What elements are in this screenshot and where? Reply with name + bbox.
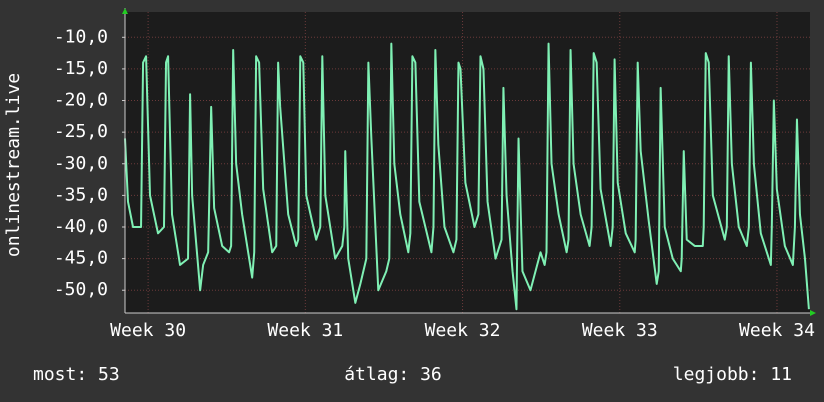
- y-tick-label: -10,0: [54, 26, 108, 47]
- y-tick-label: -35,0: [54, 184, 108, 205]
- x-tick-label: Week 33: [582, 320, 658, 341]
- y-tick-label: -25,0: [54, 121, 108, 142]
- summary-average: átlag: 36: [344, 364, 442, 385]
- marks: [124, 42, 810, 311]
- y-tick-label: -30,0: [54, 153, 108, 174]
- plot-area: [125, 12, 810, 313]
- x-tick-label: Week 30: [110, 320, 186, 341]
- y-tick-label: -20,0: [54, 90, 108, 111]
- y-axis-label: onlinestream.live: [3, 73, 24, 257]
- y-tick-label: -45,0: [54, 248, 108, 269]
- y-tick-label: -15,0: [54, 58, 108, 79]
- x-tick-label: Week 34: [739, 320, 815, 341]
- summary-current: most: 53: [33, 364, 120, 385]
- y-axis-arrow: [122, 8, 128, 14]
- x-tick-label: Week 32: [425, 320, 501, 341]
- y-tick-label: -50,0: [54, 279, 108, 300]
- x-axis-arrow: [810, 310, 816, 316]
- summary-best: legjobb: 11: [673, 364, 792, 385]
- data-line: [124, 42, 810, 311]
- x-tick-label: Week 31: [267, 320, 343, 341]
- y-tick-label: -40,0: [54, 216, 108, 237]
